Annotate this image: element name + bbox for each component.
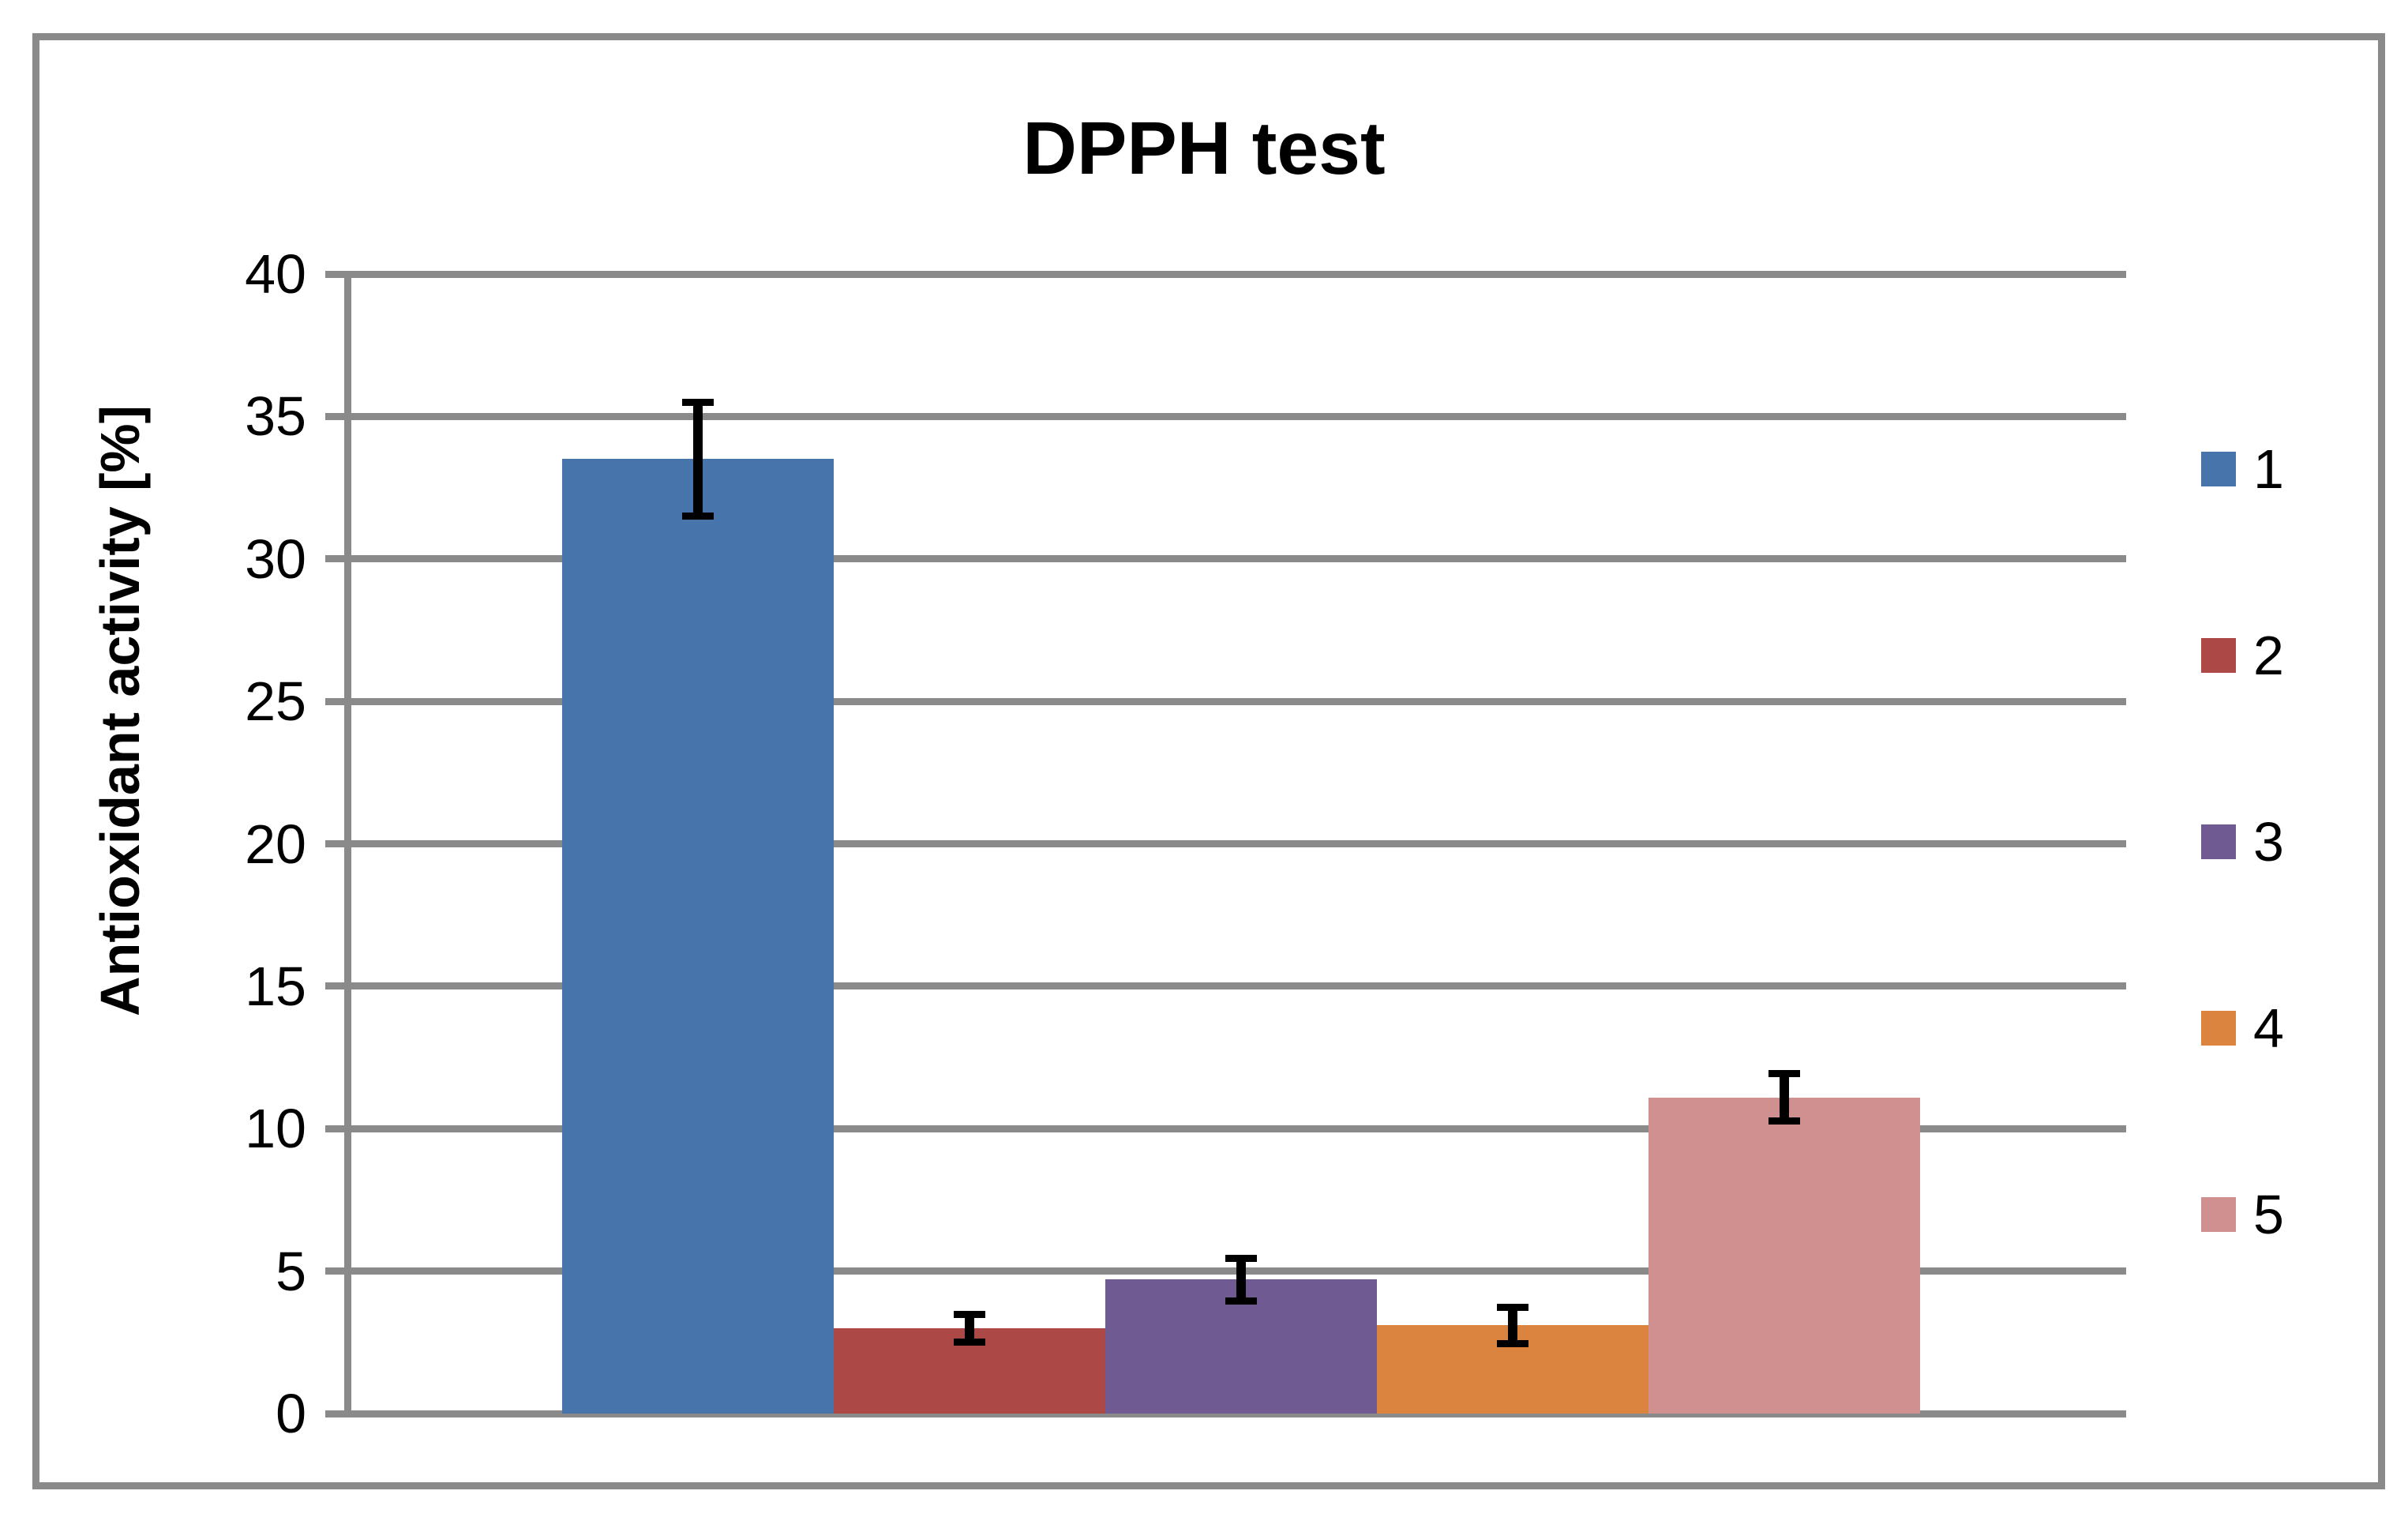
y-axis-line (344, 270, 351, 1417)
error-bar-top-cap-3 (1225, 1255, 1257, 1263)
error-bar-top-cap-4 (1497, 1303, 1528, 1311)
gridline-y-30 (325, 555, 2126, 563)
legend-swatch-3 (2201, 824, 2236, 859)
legend-item-1: 1 (2201, 441, 2284, 497)
y-tick-label-0: 0 (276, 1383, 306, 1444)
error-bar-stem-3 (1236, 1258, 1246, 1301)
gridline-y-10 (325, 1125, 2126, 1132)
gridline-y-35 (325, 412, 2126, 420)
legend-item-3: 3 (2201, 814, 2284, 869)
error-bar-bottom-cap-5 (1768, 1117, 1800, 1125)
error-bar-bottom-cap-3 (1225, 1297, 1257, 1305)
legend-label-1: 1 (2253, 438, 2284, 500)
y-tick-label-10: 10 (245, 1098, 306, 1160)
gridline-y-40 (325, 270, 2126, 278)
error-bar-stem-1 (693, 402, 703, 516)
legend-label-2: 2 (2253, 625, 2284, 686)
gridline-y-0 (325, 1410, 2126, 1417)
gridline-y-20 (325, 840, 2126, 847)
gridline-y-25 (325, 697, 2126, 705)
chart-title: DPPH test (1022, 107, 1386, 190)
legend-swatch-2 (2201, 638, 2236, 673)
y-axis-title: Antioxidant activity [%] (89, 405, 151, 1016)
error-bar-stem-5 (1780, 1072, 1789, 1122)
error-bar-stem-2 (965, 1313, 974, 1342)
y-tick-label-5: 5 (276, 1240, 306, 1302)
legend-swatch-5 (2201, 1197, 2236, 1232)
error-bar-top-cap-1 (682, 399, 714, 407)
y-tick-label-35: 35 (245, 385, 306, 448)
error-bar-top-cap-5 (1768, 1069, 1800, 1077)
legend-item-4: 4 (2201, 1001, 2284, 1056)
bar-series-5 (1648, 1097, 1920, 1414)
legend-item-5: 5 (2201, 1187, 2284, 1242)
y-tick-label-15: 15 (245, 955, 306, 1017)
legend-swatch-4 (2201, 1011, 2236, 1046)
error-bar-stem-4 (1508, 1306, 1517, 1344)
gridline-y-15 (325, 982, 2126, 990)
error-bar-bottom-cap-2 (954, 1338, 985, 1346)
error-bar-bottom-cap-1 (682, 512, 714, 520)
legend-swatch-1 (2201, 452, 2236, 486)
y-tick-label-40: 40 (245, 243, 306, 305)
y-tick-label-20: 20 (245, 813, 306, 875)
error-bar-top-cap-2 (954, 1310, 985, 1318)
y-tick-label-25: 25 (245, 670, 306, 733)
gridline-y-5 (325, 1267, 2126, 1275)
legend-label-5: 5 (2253, 1184, 2284, 1245)
y-tick-label-30: 30 (245, 528, 306, 590)
bar-series-1 (562, 459, 834, 1414)
chart-border (32, 33, 2385, 1489)
legend-item-2: 2 (2201, 628, 2284, 683)
legend-label-4: 4 (2253, 997, 2284, 1059)
legend-label-3: 3 (2253, 811, 2284, 873)
error-bar-bottom-cap-4 (1497, 1339, 1528, 1347)
